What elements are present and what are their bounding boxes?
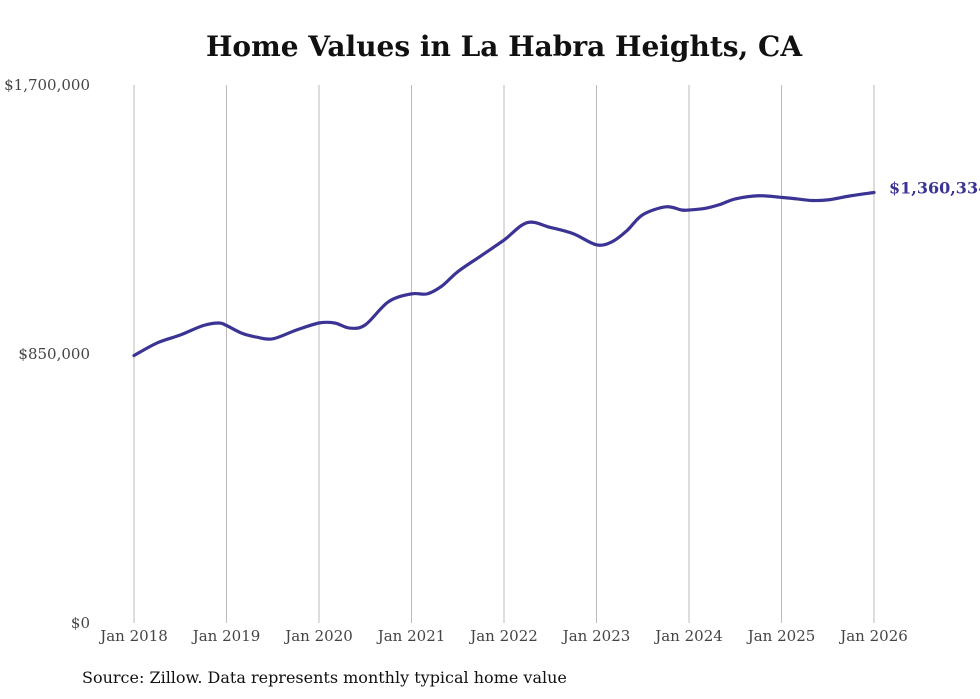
chart-title: Home Values in La Habra Heights, CA (205, 30, 803, 63)
x-tick-label: Jan 2022 (468, 627, 538, 645)
x-tick-label: Jan 2019 (191, 627, 261, 645)
x-tick-label: Jan 2025 (746, 627, 816, 645)
y-tick-label: $0 (71, 614, 90, 632)
y-tick-label: $850,000 (18, 345, 90, 363)
gridlines (133, 85, 875, 623)
x-tick-label: Jan 2024 (653, 627, 723, 645)
x-tick-label: Jan 2023 (561, 627, 631, 645)
x-tick-label: Jan 2018 (98, 627, 168, 645)
x-tick-label: Jan 2026 (838, 627, 908, 645)
x-tick-label: Jan 2021 (376, 627, 446, 645)
y-tick-label: $1,700,000 (4, 76, 90, 94)
source-note: Source: Zillow. Data represents monthly … (82, 668, 567, 687)
last-value-label: $1,360,334 (889, 178, 980, 197)
axis-labels: Jan 2018 Jan 2019 Jan 2020 Jan 2021 Jan 2022… (4, 76, 908, 645)
series-layer: $1,360,334 (132, 178, 980, 358)
x-tick-label: Jan 2020 (283, 627, 353, 645)
series-line (132, 190, 876, 358)
